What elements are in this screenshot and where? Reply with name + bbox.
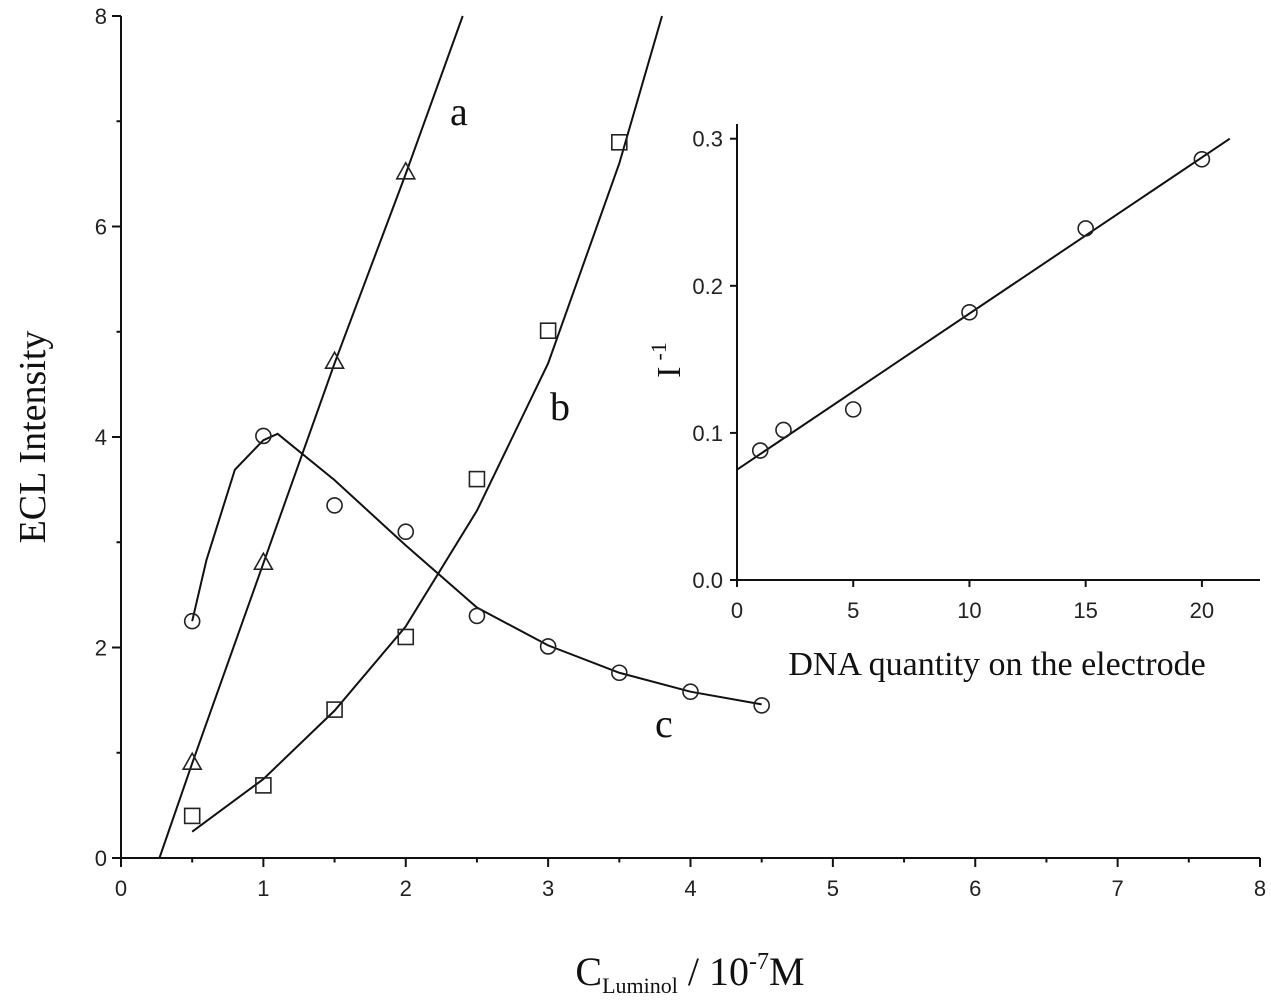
point (611, 134, 628, 151)
x-tick-label: 2 (400, 876, 412, 901)
y-tick-label: 0.1 (692, 421, 723, 446)
point (611, 664, 628, 682)
x-axis-title: CLuminol / 10-7M (575, 949, 804, 998)
y-axis-title: ECL Intensity (12, 331, 54, 544)
y-tick-label: 0.0 (692, 568, 723, 593)
x-tick-label: 5 (847, 598, 859, 623)
inset-y-axis-title: I-1 (646, 342, 688, 378)
x-tick-label: 3 (542, 876, 554, 901)
point (961, 303, 978, 321)
y-tick-label: 0.2 (692, 274, 723, 299)
y-tick-label: 2 (95, 636, 107, 661)
point (1193, 151, 1211, 168)
x-tick-label: 8 (1254, 876, 1266, 901)
point (682, 683, 699, 701)
point (397, 628, 415, 646)
y-tick-label: 6 (95, 215, 107, 240)
point (255, 777, 272, 794)
point (183, 612, 201, 630)
x-tick-label: 7 (1112, 876, 1124, 901)
point (395, 161, 417, 180)
y-tick-label: 0.3 (692, 127, 723, 152)
point (775, 421, 792, 439)
y-tick-label: 0 (95, 846, 107, 871)
x-tick-label: 15 (1073, 598, 1097, 623)
inset-x-axis-title: DNA quantity on the electrode (788, 646, 1205, 683)
x-tick-label: 0 (115, 876, 127, 901)
x-tick-label: 0 (731, 598, 743, 623)
fit-line (158, 15, 464, 859)
point (181, 751, 203, 771)
point (183, 807, 201, 825)
x-tick-label: 4 (684, 876, 696, 901)
x-tick-label: 10 (957, 598, 981, 623)
point (468, 607, 486, 625)
x-tick-label: 20 (1190, 598, 1214, 623)
y-tick-label: 4 (95, 425, 107, 450)
point (1077, 220, 1094, 237)
point (255, 427, 272, 445)
point (539, 638, 557, 655)
x-tick-label: 5 (827, 876, 839, 901)
y-tick-label: 8 (95, 4, 107, 29)
point (468, 470, 486, 488)
curve-label: b (550, 384, 570, 429)
point (324, 350, 345, 370)
fit-line (191, 432, 762, 706)
fit-line (736, 137, 1231, 471)
fit-line (191, 15, 663, 833)
point (539, 322, 557, 339)
point (753, 697, 770, 714)
x-tick-label: 6 (969, 876, 981, 901)
curve-label: c (655, 701, 673, 746)
point (751, 442, 769, 459)
curve-label: a (450, 89, 468, 134)
point (397, 523, 415, 541)
point (326, 497, 343, 514)
point (326, 701, 343, 718)
point (844, 401, 862, 418)
x-tick-label: 1 (257, 876, 269, 901)
point (253, 551, 274, 571)
